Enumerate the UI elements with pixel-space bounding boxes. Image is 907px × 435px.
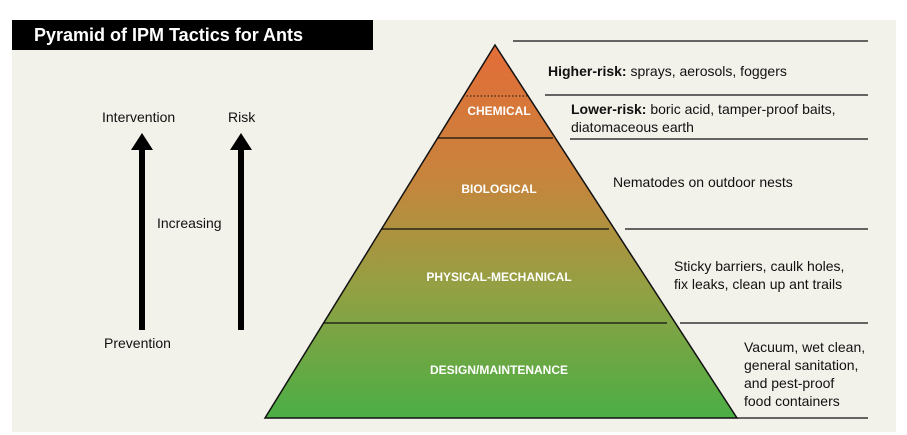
design-line-2: general sanitation, — [744, 357, 859, 373]
design-line-3: and pest-proof — [744, 375, 835, 391]
lower-risk-text: boric acid, tamper-proof baits, — [646, 101, 836, 117]
physical-line-1: Sticky barriers, caulk holes, — [674, 258, 845, 274]
risk-label: Risk — [228, 109, 256, 125]
note-lower-risk: Lower-risk: boric acid, tamper-proof bai… — [571, 100, 836, 136]
increasing-label: Increasing — [157, 215, 222, 231]
note-physical: Sticky barriers, caulk holes, fix leaks, … — [674, 257, 844, 293]
intervention-arrow — [131, 133, 153, 330]
figure-title: Pyramid of IPM Tactics for Ants — [12, 20, 373, 50]
pyramid — [263, 43, 739, 419]
note-design: Vacuum, wet clean, general sanitation, and… — [744, 338, 865, 410]
lower-risk-heading: Lower-risk: — [571, 101, 647, 117]
physical-line-2: fix leaks, clean up ant trails — [674, 276, 843, 292]
tier-label-chemical: CHEMICAL — [467, 104, 530, 118]
tier-label-design-maintenance: DESIGN/MAINTENANCE — [430, 363, 568, 377]
note-biological: Nematodes on outdoor nests — [613, 174, 793, 190]
prevention-label: Prevention — [104, 335, 171, 351]
risk-arrow — [230, 133, 252, 330]
tier-label-physical-mechanical: PHYSICAL-MECHANICAL — [426, 270, 571, 284]
note-higher-risk: Higher-risk: sprays, aerosols, foggers — [548, 62, 787, 80]
lower-risk-text-2: diatomaceous earth — [571, 119, 694, 135]
design-line-1: Vacuum, wet clean, — [744, 339, 866, 355]
note-rules — [513, 40, 868, 419]
higher-risk-heading: Higher-risk: — [548, 63, 627, 79]
tier-label-biological: BIOLOGICAL — [461, 182, 536, 196]
higher-risk-text: sprays, aerosols, foggers — [626, 63, 787, 79]
intervention-label: Intervention — [102, 109, 176, 125]
design-line-4: food containers — [744, 393, 840, 409]
